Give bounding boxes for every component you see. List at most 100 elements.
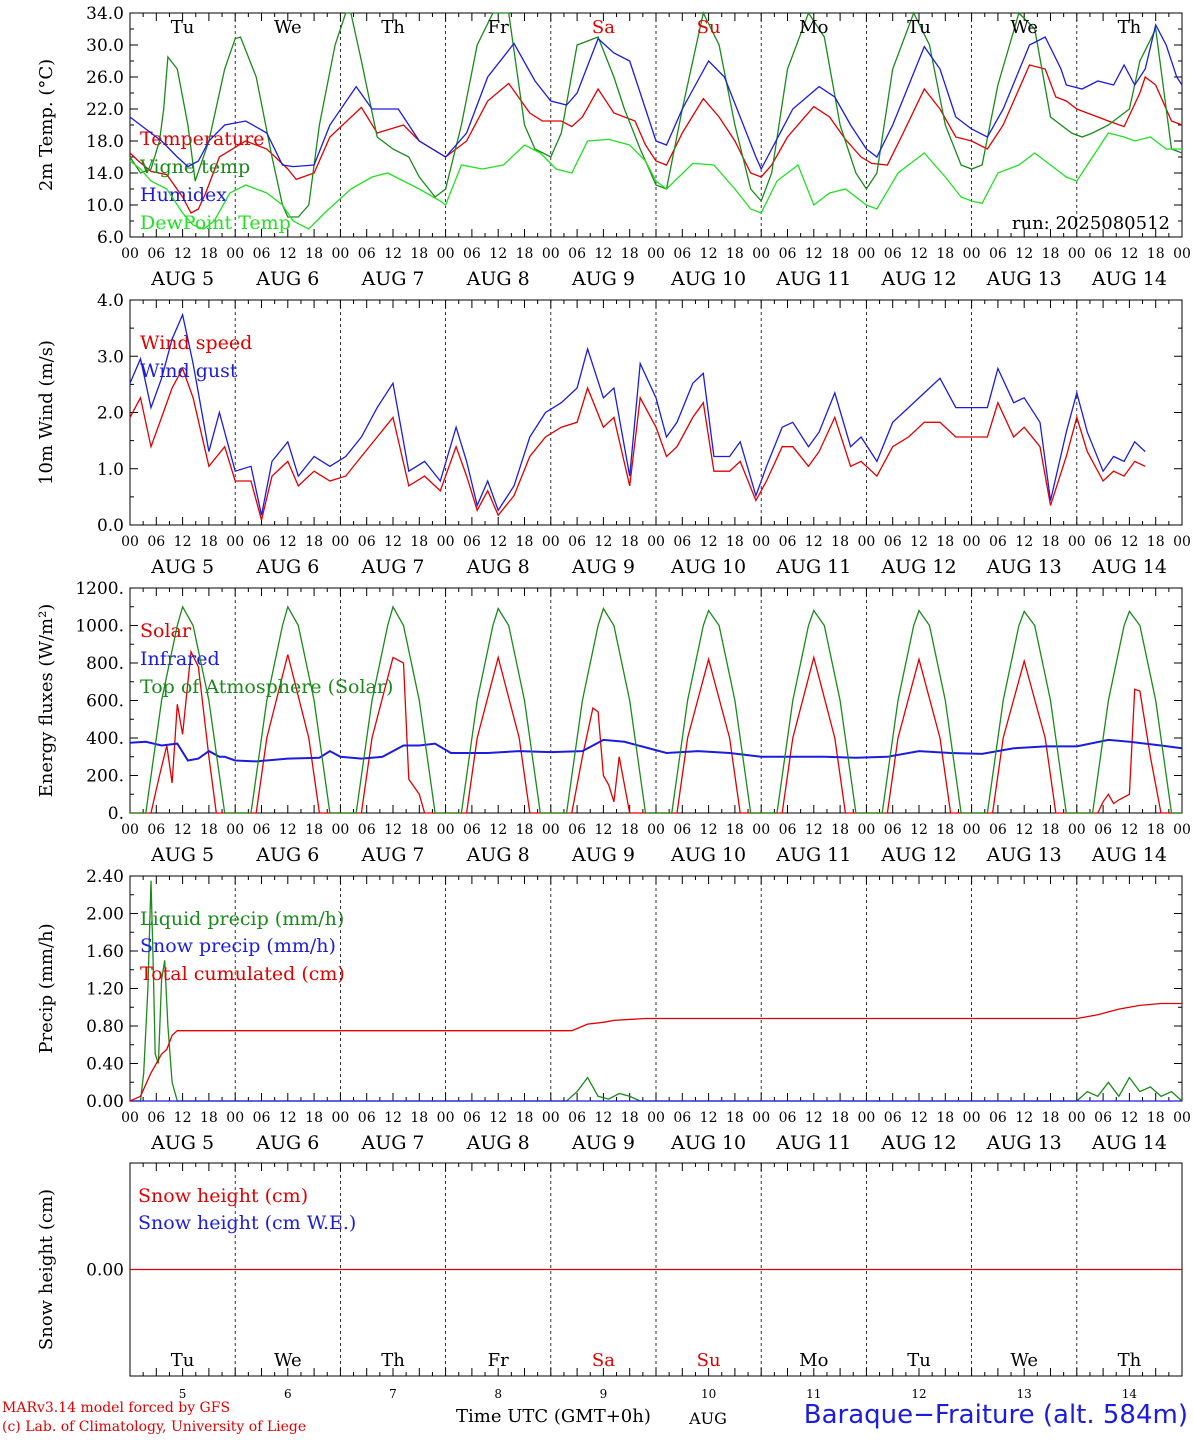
y-tick-label: 4.0	[97, 291, 124, 311]
hour-tick-label: 06	[989, 534, 1007, 550]
y-axis-label: 10m Wind (m/s)	[36, 340, 57, 485]
y-tick-label: 14.0	[86, 164, 124, 184]
y-tick-label: 0.40	[86, 1055, 124, 1075]
hour-tick-label: 06	[358, 534, 376, 550]
hour-tick-label: 18	[305, 534, 323, 550]
y-tick-label: 34.0	[86, 4, 124, 24]
hour-tick-label: 06	[779, 1110, 797, 1126]
y-tick-label: 0.00	[86, 1261, 124, 1281]
hour-tick-label: 12	[489, 1110, 507, 1126]
y-tick-label: 600.	[86, 692, 124, 712]
y-tick-label: 1200.	[75, 579, 124, 599]
hour-tick-label: 18	[305, 822, 323, 838]
hour-tick-label: 06	[884, 534, 902, 550]
date-label: AUG 14	[1091, 268, 1167, 290]
y-tick-label: 26.0	[86, 68, 124, 88]
hour-tick-label: 06	[358, 246, 376, 262]
hour-tick-label: 00	[752, 246, 770, 262]
hour-tick-label: 12	[910, 534, 928, 550]
hour-tick-label: 06	[779, 822, 797, 838]
hour-tick-label: 00	[752, 822, 770, 838]
hour-tick-label: 12	[1015, 1110, 1033, 1126]
series-line-3-2	[129, 738, 1183, 763]
series-line-4-1	[130, 880, 1183, 1102]
date-label: AUG 8	[466, 556, 530, 578]
date-label: AUG 13	[986, 1132, 1062, 1154]
hour-tick-label: 06	[989, 246, 1007, 262]
y-tick-label: 6.0	[97, 228, 124, 248]
hour-tick-label: 18	[200, 246, 218, 262]
hour-tick-label: 00	[963, 1110, 981, 1126]
hour-tick-label: 00	[226, 822, 244, 838]
y-tick-label: 0.0	[97, 516, 124, 536]
date-label: AUG 10	[670, 844, 746, 866]
day-name-label: Th	[1118, 1350, 1142, 1371]
date-label: AUG 11	[775, 844, 851, 866]
series-line-3-3	[130, 605, 1182, 814]
date-label: AUG 5	[150, 268, 214, 290]
hour-tick-label: 12	[594, 1110, 612, 1126]
hour-tick-label: 06	[673, 1110, 691, 1126]
y-tick-label: 0.80	[86, 1017, 124, 1037]
hour-tick-label: 06	[1094, 534, 1112, 550]
date-label: AUG 11	[775, 268, 851, 290]
series-line-2-2	[129, 312, 1146, 516]
hour-tick-label: 00	[1173, 534, 1191, 550]
y-tick-label: 2.0	[97, 404, 124, 424]
hour-tick-label: 00	[331, 246, 349, 262]
hour-tick-label: 00	[437, 822, 455, 838]
series-line-1-2	[129, 11, 1183, 218]
hour-tick-label: 06	[884, 246, 902, 262]
day-name-label: Fr	[488, 1350, 509, 1371]
y-tick-label: 800.	[86, 654, 124, 674]
y-tick-label: 1.60	[86, 942, 124, 962]
hour-tick-label: 18	[410, 534, 428, 550]
y-tick-label: 22.0	[86, 100, 124, 120]
hour-tick-label: 00	[226, 534, 244, 550]
day-name-label: We	[1010, 1350, 1038, 1371]
hour-tick-label: 00	[542, 1110, 560, 1126]
legend-entry: Snow height (cm)	[138, 1185, 308, 1207]
legend-entry: Wind speed	[140, 332, 252, 354]
hour-tick-label: 00	[331, 534, 349, 550]
date-label: AUG 13	[986, 268, 1062, 290]
hour-tick-label: 06	[673, 534, 691, 550]
hour-tick-label: 00	[121, 822, 139, 838]
date-label: AUG 8	[466, 268, 530, 290]
hour-tick-label: 00	[437, 534, 455, 550]
legend-entry: Solar	[140, 620, 192, 642]
hour-tick-label: 12	[1120, 246, 1138, 262]
hour-tick-label: 18	[200, 534, 218, 550]
hour-tick-label: 18	[1147, 1110, 1165, 1126]
hour-tick-label: 00	[437, 246, 455, 262]
hour-tick-label: 00	[752, 534, 770, 550]
hour-tick-label: 06	[147, 534, 165, 550]
hour-tick-label: 06	[147, 822, 165, 838]
date-label: AUG 6	[255, 1132, 319, 1154]
y-tick-label: 2.00	[86, 905, 124, 925]
day-name-label: We	[274, 17, 302, 38]
series-line-1-3	[129, 23, 1183, 171]
y-tick-label: 18.0	[86, 132, 124, 152]
date-label: AUG 9	[571, 268, 635, 290]
hour-tick-label: 18	[1147, 822, 1165, 838]
hour-tick-label: 12	[700, 822, 718, 838]
hour-tick-label: 06	[568, 822, 586, 838]
hour-tick-label: 00	[1068, 246, 1086, 262]
hour-tick-label: 00	[752, 1110, 770, 1126]
hour-tick-label: 12	[594, 822, 612, 838]
series-line-2-1	[129, 366, 1146, 521]
date-label: AUG 10	[670, 268, 746, 290]
date-label: AUG 11	[775, 1132, 851, 1154]
date-label: AUG 9	[571, 1132, 635, 1154]
hour-tick-label: 00	[1068, 1110, 1086, 1126]
y-axis-label: Energy fluxes (W/m²)	[36, 604, 57, 798]
day-name-label: Sa	[592, 1350, 615, 1371]
day-name-label: Sa	[592, 17, 615, 38]
date-label: AUG 6	[255, 268, 319, 290]
date-label: AUG 6	[255, 556, 319, 578]
date-label: AUG 9	[571, 844, 635, 866]
hour-tick-label: 12	[279, 246, 297, 262]
date-label: AUG 9	[571, 556, 635, 578]
